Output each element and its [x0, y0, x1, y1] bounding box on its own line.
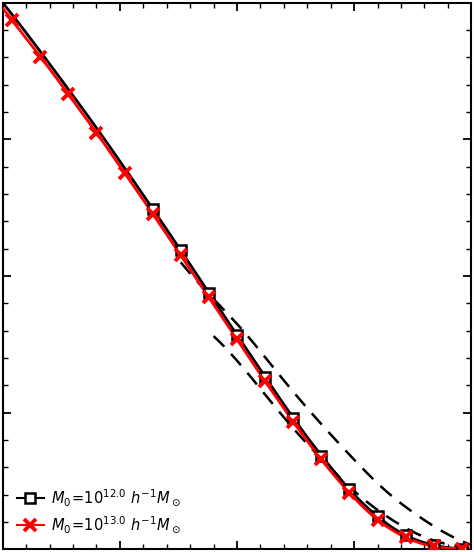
Legend: $M_0\!=\!10^{12.0}\ h^{-1}M_\odot$, $M_0\!=\!10^{13.0}\ h^{-1}M_\odot$: $M_0\!=\!10^{12.0}\ h^{-1}M_\odot$, $M_0…: [10, 480, 188, 542]
